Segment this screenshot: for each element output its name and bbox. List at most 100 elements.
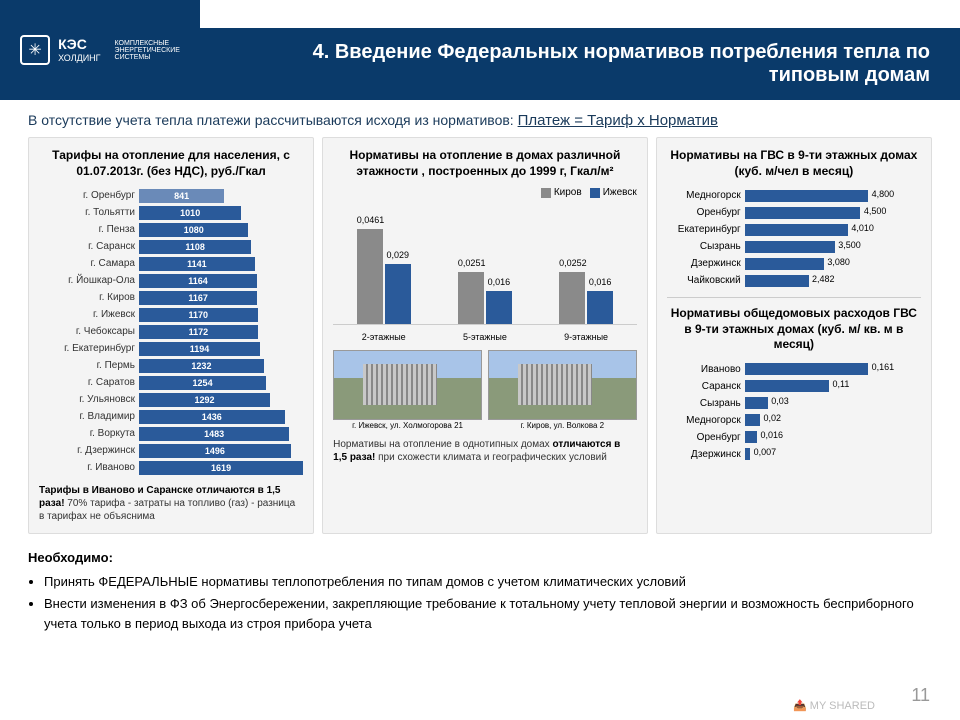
tariff-row: г. Оренбург 841 (39, 187, 303, 204)
norms-note-a: Нормативы на отопление в однотипных дома… (333, 439, 552, 450)
tariff-bar: 1483 (139, 427, 289, 441)
hbar-row: Оренбург 4,500 (667, 204, 921, 221)
norms-note-c: при схожести климата и географических ус… (375, 452, 606, 463)
hbar-fill (745, 190, 868, 202)
tariff-note: Тарифы в Иваново и Саранске отличаются в… (39, 484, 303, 523)
footer-item: Принять ФЕДЕРАЛЬНЫЕ нормативы теплопотре… (44, 572, 932, 592)
tariff-city: г. Ижевск (39, 309, 139, 320)
hbar-fill (745, 207, 861, 219)
tariff-bar: 1167 (139, 291, 257, 305)
tariff-city: г. Тольятти (39, 207, 139, 218)
hbar-val: 0,03 (771, 396, 789, 406)
hbar-val: 4,500 (864, 206, 887, 216)
hbar-city: Иваново (667, 364, 745, 375)
photo-2 (488, 350, 637, 420)
tariff-city: г. Киров (39, 292, 139, 303)
tariff-city: г. Саратов (39, 377, 139, 388)
logo: ✳ КЭС ХОЛДИНГ КОМПЛЕКСНЫЕЭНЕРГЕТИЧЕСКИЕС… (0, 0, 200, 100)
hbar-val: 3,500 (838, 240, 861, 250)
gvs-chart: Медногорск 4,800 Оренбург 4,500 Екатерин… (667, 187, 921, 289)
gvs-panel: Нормативы на ГВС в 9-ти этажных домах (к… (656, 137, 932, 534)
common-chart: Иваново 0,161 Саранск 0,11 Сызрань 0,03 (667, 361, 921, 463)
tariff-row: г. Чебоксары 1172 (39, 323, 303, 340)
tariff-bar: 1010 (139, 206, 241, 220)
hbar-row: Сызрань 3,500 (667, 238, 921, 255)
tariff-city: г. Йошкар-Ола (39, 275, 139, 286)
logo-tag: КОМПЛЕКСНЫЕЭНЕРГЕТИЧЕСКИЕСИСТЕМЫ (115, 40, 180, 61)
tariff-city: г. Дзержинск (39, 445, 139, 456)
hbar-city: Чайковский (667, 275, 745, 286)
group-label: 5-этажные (463, 332, 507, 342)
hbar-row: Чайковский 2,482 (667, 272, 921, 289)
page-title: 4. Введение Федеральных нормативов потре… (200, 28, 960, 100)
group-labels: 2-этажные5-этажные9-этажные (333, 329, 637, 342)
hbar-city: Оренбург (667, 432, 745, 443)
photo-1 (333, 350, 482, 420)
tariff-city: г. Пенза (39, 224, 139, 235)
hbar-fill (745, 397, 768, 409)
tariff-row: г. Пенза 1080 (39, 221, 303, 238)
bar-izhevsk: 0,016 (486, 291, 512, 324)
tariff-row: г. Дзержинск 1496 (39, 442, 303, 459)
hbar-val: 0,007 (754, 447, 777, 457)
tariff-city: г. Пермь (39, 360, 139, 371)
tariff-row: г. Ульяновск 1292 (39, 391, 303, 408)
tariff-note-r: 70% тарифа - затраты на топливо (газ) - … (39, 498, 295, 522)
tariff-bar: 1436 (139, 410, 285, 424)
tariff-row: г. Иваново 1619 (39, 459, 303, 476)
norms-note: Нормативы на отопление в однотипных дома… (333, 438, 637, 464)
tariff-bar: 841 (139, 189, 224, 203)
hbar-fill (745, 224, 848, 236)
tariff-bar: 1080 (139, 223, 248, 237)
hbar-city: Екатеринбург (667, 224, 745, 235)
tariff-bar: 1141 (139, 257, 255, 271)
tariff-bar: 1108 (139, 240, 251, 254)
photo-1-cap: г. Ижевск, ул. Холмогорова 21 (333, 422, 482, 431)
hbar-city: Оренбург (667, 207, 745, 218)
footer-list: Принять ФЕДЕРАЛЬНЫЕ нормативы теплопотре… (28, 572, 932, 634)
watermark: 📤 MY SHARED (793, 699, 875, 712)
tariff-bar: 1232 (139, 359, 264, 373)
hbar-val: 4,800 (872, 189, 895, 199)
hbar-row: Екатеринбург 4,010 (667, 221, 921, 238)
tariff-bar: 1194 (139, 342, 260, 356)
logo-main: КЭС (58, 37, 100, 52)
hbar-fill (745, 275, 809, 287)
bar-group: 0,0461 0,029 (339, 224, 429, 324)
hbar-row: Медногорск 0,02 (667, 412, 921, 429)
gvs-title: Нормативы на ГВС в 9-ти этажных домах (к… (667, 148, 921, 179)
subtitle-b: Платеж = Тариф х Норматив (518, 112, 718, 129)
hbar-city: Сызрань (667, 398, 745, 409)
tariff-row: г. Киров 1167 (39, 289, 303, 306)
norms-title: Нормативы на отопление в домах различной… (333, 148, 637, 179)
footer-title: Необходимо: (28, 548, 932, 568)
tariff-city: г. Самара (39, 258, 139, 269)
bar-group: 0,0251 0,016 (440, 224, 530, 324)
tariff-row: г. Пермь 1232 (39, 357, 303, 374)
logo-icon: ✳ (20, 35, 50, 65)
hbar-fill (745, 431, 757, 443)
tariff-row: г. Воркута 1483 (39, 425, 303, 442)
tariff-row: г. Ижевск 1170 (39, 306, 303, 323)
tariff-city: г. Иваново (39, 462, 139, 473)
hbar-row: Сызрань 0,03 (667, 395, 921, 412)
hbar-city: Медногорск (667, 190, 745, 201)
hbar-row: Иваново 0,161 (667, 361, 921, 378)
tariff-city: г. Саранск (39, 241, 139, 252)
hbar-val: 0,02 (764, 413, 782, 423)
header: ✳ КЭС ХОЛДИНГ КОМПЛЕКСНЫЕЭНЕРГЕТИЧЕСКИЕС… (0, 0, 960, 100)
hbar-fill (745, 363, 868, 375)
hbar-city: Медногорск (667, 415, 745, 426)
hbar-row: Дзержинск 3,080 (667, 255, 921, 272)
hbar-val: 4,010 (851, 223, 874, 233)
subtitle: В отсутствие учета тепла платежи рассчит… (0, 100, 960, 137)
tariff-chart: г. Оренбург 841 г. Тольятти 1010 г. Пенз… (39, 187, 303, 476)
watermark-text: MY SHARED (810, 700, 875, 712)
common-title: Нормативы общедомовых расходов ГВС в 9-т… (667, 306, 921, 353)
hbar-row: Дзержинск 0,007 (667, 446, 921, 463)
norms-legend: КировИжевск (333, 187, 637, 201)
tariff-city: г. Владимир (39, 411, 139, 422)
tariff-bar: 1172 (139, 325, 258, 339)
hbar-city: Дзержинск (667, 258, 745, 269)
hbar-fill (745, 380, 829, 392)
